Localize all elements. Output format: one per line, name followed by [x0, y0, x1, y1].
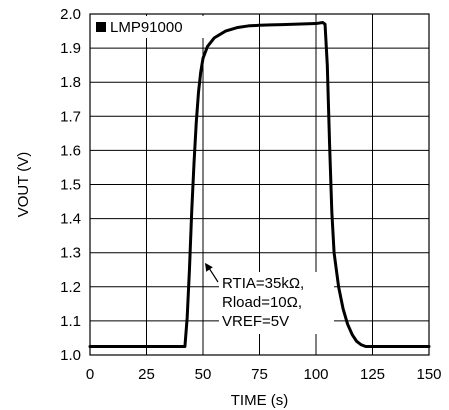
annotation-line-3: VREF=5V — [222, 313, 289, 330]
legend-label: LMP91000 — [110, 19, 183, 36]
y-axis-label: VOUT (V) — [15, 152, 32, 218]
x-tick-label: 0 — [86, 366, 94, 383]
y-tick-label: 1.9 — [60, 40, 81, 57]
legend-swatch — [96, 22, 106, 32]
series-line-0 — [88, 21, 431, 348]
legend: LMP91000 — [92, 16, 208, 38]
annotation-arrowhead — [205, 262, 213, 272]
x-tick-label: 50 — [195, 366, 212, 383]
y-tick-label: 1.3 — [60, 245, 81, 262]
plot-frame — [89, 13, 430, 356]
y-tick-label: 1.7 — [60, 108, 81, 125]
x-tick-label: 25 — [138, 366, 155, 383]
y-tick-label: 1.1 — [60, 313, 81, 330]
annotation-line-2: Rload=10Ω, — [222, 294, 302, 311]
x-tick-label: 125 — [360, 366, 385, 383]
x-axis-label: TIME (s) — [231, 392, 289, 409]
y-tick-label: 1.0 — [60, 347, 81, 364]
y-tick-label: 1.2 — [60, 279, 81, 296]
annotation-line-1: RTIA=35kΩ, — [222, 275, 304, 292]
y-tick-label: 1.8 — [60, 74, 81, 91]
y-tick-label: 1.6 — [60, 142, 81, 159]
legend-background — [92, 16, 208, 38]
x-tick-label: 100 — [303, 366, 328, 383]
y-tick-label: 1.5 — [60, 177, 81, 194]
x-tick-label: 75 — [251, 366, 268, 383]
annotation: RTIA=35kΩ, Rload=10Ω, VREF=5V — [205, 262, 334, 334]
y-tick-label: 2.0 — [60, 6, 81, 23]
annotation-background — [219, 272, 334, 334]
y-tick-label: 1.4 — [60, 211, 81, 228]
series-layer — [88, 21, 431, 348]
x-tick-label: 150 — [416, 366, 441, 383]
tick-labels: 0 25 50 75 100 125 150 1.0 1.1 1.2 1.3 1.4 1.5 1.6 1.7… — [60, 6, 441, 383]
